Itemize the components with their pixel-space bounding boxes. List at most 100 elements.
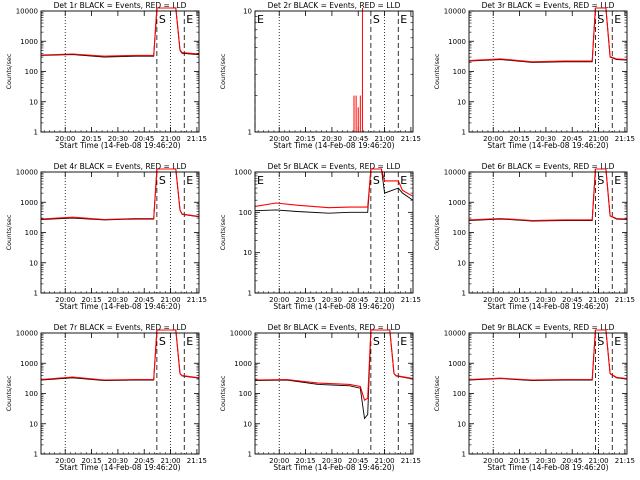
y-tick-label: 1 <box>34 451 38 459</box>
x-tick-label: 21:00 <box>374 135 394 143</box>
y-tick-label: 10 <box>457 259 466 267</box>
x-tick-label: 21:15 <box>187 296 207 304</box>
y-axis-label: Counts/sec <box>5 214 13 250</box>
x-axis-label: Start Time (14-Feb-08 19:46:20) <box>487 141 608 150</box>
x-tick-label: 20:45 <box>562 135 582 143</box>
y-tick-label: 10000 <box>16 330 38 338</box>
x-tick-label: 20:30 <box>322 457 342 465</box>
y-tick-label: 100 <box>453 68 466 76</box>
y-tick-label: 100 <box>25 390 38 398</box>
y-tick-label: 10 <box>243 249 252 257</box>
plot-frame <box>254 171 414 294</box>
x-tick-label: 21:00 <box>160 135 180 143</box>
marker-label: E <box>614 13 621 26</box>
y-tick-label: 1 <box>34 290 38 298</box>
panel-title: Det 7r BLACK = Events, RED = LLD <box>54 323 187 332</box>
y-axis-label: Counts/sec <box>433 375 441 411</box>
x-tick-label: 21:00 <box>588 457 608 465</box>
x-axis-label: Start Time (14-Feb-08 19:46:20) <box>273 463 394 472</box>
y-tick-label: 1000 <box>234 169 252 177</box>
series-line-lld <box>254 168 414 209</box>
y-tick-label: 1 <box>248 129 252 137</box>
x-axis-label: Start Time (14-Feb-08 19:46:20) <box>273 141 394 150</box>
y-tick-label: 10000 <box>16 8 38 16</box>
x-tick-label: 20:30 <box>322 135 342 143</box>
x-tick-label: 21:15 <box>615 296 635 304</box>
detector-panel: Det 9r BLACK = Events, RED = LLD Counts/s… <box>433 323 635 472</box>
plot-frame <box>254 10 414 133</box>
y-tick-label: 1000 <box>20 360 38 368</box>
marker-label: E <box>614 335 621 348</box>
detector-panel: Det 2r BLACK = Events, RED = LLD Counts/s… <box>219 1 421 150</box>
y-tick-label: 1000 <box>448 199 466 207</box>
x-tick-label: 20:00 <box>483 135 503 143</box>
marker-label: E <box>257 174 264 187</box>
y-tick-label: 10 <box>457 420 466 428</box>
x-axis-label: Start Time (14-Feb-08 19:46:20) <box>59 302 180 311</box>
x-tick-label: 21:00 <box>588 135 608 143</box>
x-tick-label: 20:00 <box>55 135 75 143</box>
panel-title: Det 2r BLACK = Events, RED = LLD <box>268 1 401 10</box>
y-tick-label: 1 <box>248 451 252 459</box>
marker-label: S <box>373 13 380 26</box>
x-tick-label: 20:15 <box>295 296 315 304</box>
y-axis-label: Counts/sec <box>219 375 227 411</box>
y-tick-label: 10000 <box>444 330 466 338</box>
panel-title: Det 8r BLACK = Events, RED = LLD <box>268 323 401 332</box>
series-line-events <box>40 7 200 58</box>
y-axis-label: Counts/sec <box>219 214 227 250</box>
series-line-lld <box>40 168 200 221</box>
x-tick-label: 20:45 <box>134 296 154 304</box>
y-axis-label: Counts/sec <box>433 214 441 250</box>
x-tick-label: 20:45 <box>134 457 154 465</box>
x-tick-label: 20:45 <box>348 135 368 143</box>
marker-label: S <box>597 13 604 26</box>
x-tick-label: 20:15 <box>81 135 101 143</box>
y-tick-label: 10 <box>457 98 466 106</box>
x-tick-label: 20:30 <box>108 457 128 465</box>
series-line-lld <box>468 329 628 381</box>
y-tick-label: 10 <box>29 259 38 267</box>
x-tick-label: 21:00 <box>374 296 394 304</box>
marker-label: S <box>159 335 166 348</box>
marker-label: S <box>373 174 380 187</box>
y-tick-label: 100 <box>453 390 466 398</box>
panel-title: Det 5r BLACK = Events, RED = LLD <box>268 162 401 171</box>
y-tick-label: 1 <box>462 451 466 459</box>
panel-title: Det 6r BLACK = Events, RED = LLD <box>482 162 615 171</box>
marker-label: S <box>373 335 380 348</box>
x-tick-label: 20:00 <box>269 135 289 143</box>
y-tick-label: 10 <box>29 98 38 106</box>
y-tick-label: 10 <box>29 420 38 428</box>
x-tick-label: 20:45 <box>562 457 582 465</box>
plot-frame <box>254 332 414 455</box>
x-tick-label: 21:15 <box>401 457 421 465</box>
detector-panel: Det 6r BLACK = Events, RED = LLD Counts/s… <box>433 162 635 311</box>
y-tick-label: 10000 <box>444 169 466 177</box>
marker-label: S <box>597 335 604 348</box>
x-tick-label: 20:45 <box>348 457 368 465</box>
x-axis-label: Start Time (14-Feb-08 19:46:20) <box>59 463 180 472</box>
series-line-events <box>254 168 414 214</box>
x-tick-label: 20:15 <box>295 457 315 465</box>
x-tick-label: 20:30 <box>108 135 128 143</box>
y-tick-label: 10000 <box>444 8 466 16</box>
x-tick-label: 20:15 <box>509 135 529 143</box>
x-axis-label: Start Time (14-Feb-08 19:46:20) <box>487 302 608 311</box>
plot-frame <box>468 332 628 455</box>
y-tick-label: 10000 <box>230 330 252 338</box>
marker-label: E <box>186 335 193 348</box>
x-tick-label: 20:00 <box>483 296 503 304</box>
x-tick-label: 21:00 <box>588 296 608 304</box>
detector-panel: Det 8r BLACK = Events, RED = LLD Counts/s… <box>219 323 421 472</box>
detector-panel: Det 5r BLACK = Events, RED = LLD Counts/s… <box>219 162 421 311</box>
x-tick-label: 21:15 <box>187 135 207 143</box>
y-tick-label: 10000 <box>16 169 38 177</box>
series-line-lld <box>254 329 414 402</box>
series-line-lld <box>40 329 200 381</box>
panel-title: Det 4r BLACK = Events, RED = LLD <box>54 162 187 171</box>
y-tick-label: 100 <box>25 229 38 237</box>
x-tick-label: 20:30 <box>108 296 128 304</box>
x-tick-label: 21:15 <box>615 135 635 143</box>
marker-label: E <box>614 174 621 187</box>
